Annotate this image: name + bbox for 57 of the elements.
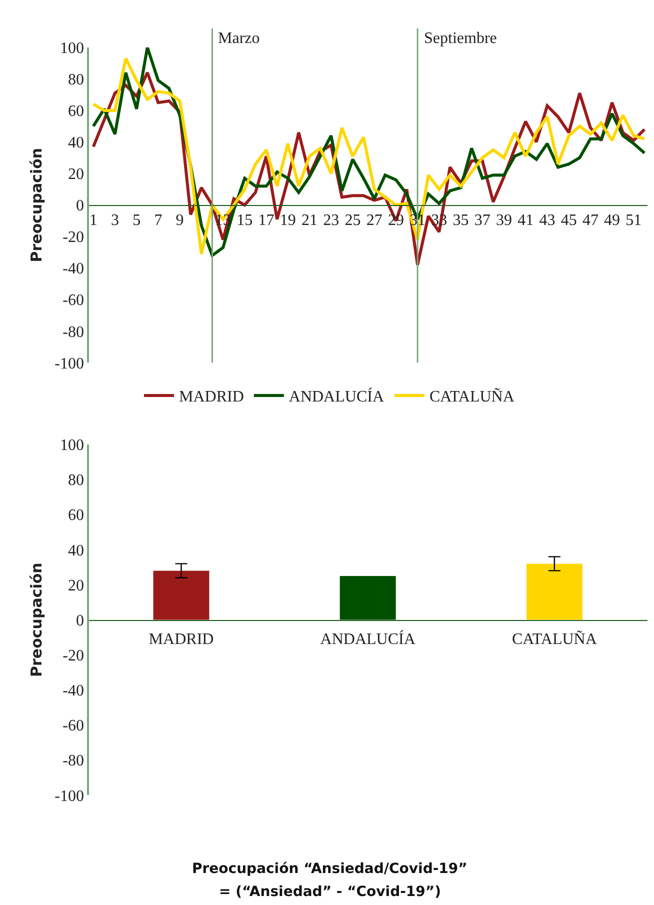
- legend-label: MADRID: [179, 388, 244, 406]
- y-tick-label: -40: [62, 682, 84, 700]
- x-tick-label: 9: [176, 212, 184, 230]
- y-tick-label: 20: [68, 577, 84, 594]
- x-tick-label: 27: [366, 212, 382, 230]
- ref-line-label: Septiembre: [424, 30, 497, 47]
- y-tick-label: 40: [68, 542, 84, 560]
- y-tick-label: -20: [62, 647, 84, 664]
- x-tick-label: 15: [236, 212, 253, 230]
- y-tick-label: 0: [76, 612, 84, 630]
- legend-label: ANDALUCÍA: [288, 388, 384, 406]
- x-tick-label: 23: [323, 212, 340, 230]
- x-tick-label: 5: [132, 212, 141, 230]
- x-tick-label: ANDALUCÍA: [320, 630, 416, 648]
- x-tick-label: CATALUÑA: [512, 630, 598, 648]
- x-tick-label: 35: [452, 212, 469, 230]
- x-tick-label: 7: [154, 212, 162, 230]
- x-tick-label: MADRID: [148, 631, 214, 648]
- x-tick-label: 41: [518, 212, 534, 230]
- y-tick-label: -100: [54, 355, 84, 372]
- x-tick-label: 25: [344, 212, 361, 230]
- y-tick-label: 100: [60, 40, 84, 58]
- y-tick-label: 20: [68, 166, 84, 184]
- y-axis-title: Preocupación: [27, 562, 46, 677]
- x-tick-label: 19: [280, 212, 296, 230]
- y-tick-label: 0: [76, 198, 84, 215]
- x-tick-label: 1: [89, 212, 98, 230]
- legend-label: CATALUÑA: [429, 388, 515, 406]
- y-tick-label: 100: [60, 437, 84, 454]
- x-tick-label: 49: [604, 212, 620, 230]
- y-tick-label: 60: [68, 507, 84, 524]
- y-tick-label: -80: [62, 324, 84, 341]
- y-tick-label: -20: [62, 229, 84, 246]
- y-tick-label: 40: [68, 134, 84, 152]
- y-tick-label: -60: [62, 292, 84, 310]
- y-tick-label: 60: [68, 103, 84, 120]
- y-tick-label: -40: [62, 260, 84, 278]
- y-tick-label: -100: [54, 788, 84, 805]
- x-tick-label: 13: [215, 212, 232, 230]
- y-tick-label: -60: [62, 718, 84, 735]
- x-tick-label: 51: [626, 212, 642, 230]
- y-tick-label: 80: [68, 472, 84, 490]
- y-axis-title: Preocupación: [27, 148, 46, 262]
- y-tick-label: -80: [62, 752, 84, 770]
- x-tick-label: 21: [301, 212, 318, 230]
- x-tick-label: 37: [474, 212, 490, 230]
- y-tick-label: 80: [68, 72, 84, 89]
- x-tick-label: 3: [110, 212, 119, 230]
- x-tick-label: 43: [539, 212, 556, 230]
- text: Preocupación “Ansiedad/Covid-19”: [192, 861, 468, 877]
- x-tick-label: 39: [496, 212, 512, 230]
- x-tick-label: 47: [582, 212, 598, 230]
- x-tick-label: 29: [388, 212, 404, 230]
- text: = (“Ansiedad” - “Covid-19”): [219, 884, 442, 900]
- x-tick-label: 17: [258, 212, 274, 230]
- x-tick-label: 45: [560, 212, 577, 230]
- ref-line-label: Marzo: [218, 30, 260, 47]
